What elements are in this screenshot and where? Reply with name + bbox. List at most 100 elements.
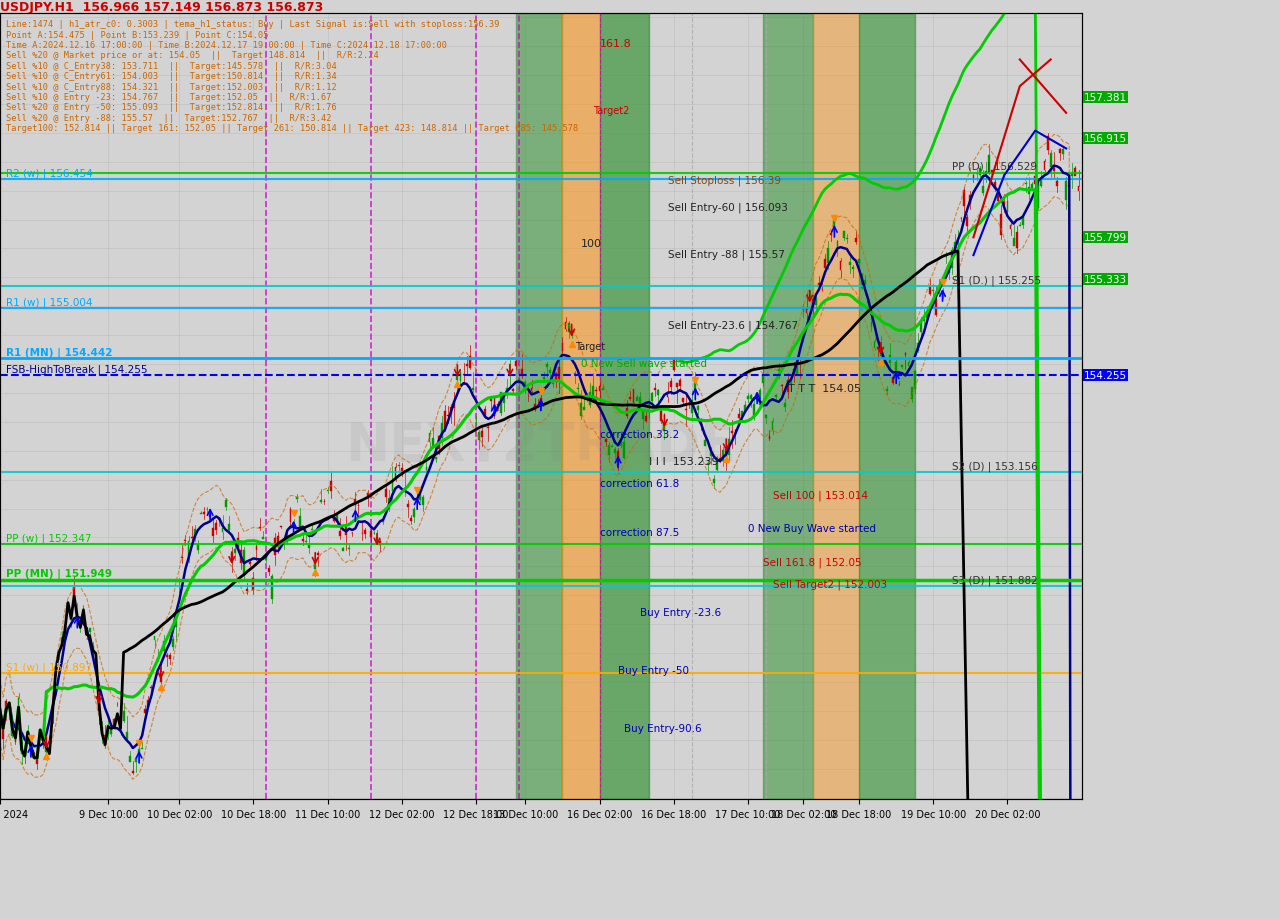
Bar (759, 391, 762, 405)
Bar (654, 388, 657, 391)
Bar (626, 409, 628, 416)
Text: PP (w) | 152.347: PP (w) | 152.347 (6, 533, 92, 544)
Bar (516, 14, 562, 800)
Bar (1059, 150, 1061, 154)
Bar (163, 641, 165, 652)
Bar (302, 539, 303, 541)
Bar (768, 437, 771, 439)
Bar (243, 550, 244, 574)
Bar (404, 489, 406, 490)
Bar (64, 625, 65, 635)
Bar (104, 735, 106, 746)
Bar (700, 422, 703, 426)
Bar (401, 469, 403, 475)
Bar (794, 369, 795, 375)
Text: Sell Stoploss | 156.39: Sell Stoploss | 156.39 (667, 175, 781, 186)
Bar (901, 366, 904, 368)
Bar (534, 404, 535, 410)
Bar (556, 373, 557, 380)
Bar (1021, 217, 1024, 226)
Bar (750, 395, 751, 400)
Text: Sell 100 | 153.014: Sell 100 | 153.014 (773, 491, 868, 501)
Bar (51, 709, 54, 714)
Bar (905, 353, 906, 356)
Text: S3 (D) | 151.882: S3 (D) | 151.882 (952, 574, 1038, 585)
Bar (494, 398, 495, 414)
Bar (252, 578, 255, 591)
Bar (923, 319, 925, 322)
Bar (410, 518, 412, 521)
Bar (698, 406, 699, 411)
Text: 154.255: 154.255 (1084, 370, 1126, 380)
Text: Sell Entry -88 | 155.57: Sell Entry -88 | 155.57 (667, 249, 785, 259)
Bar (781, 385, 783, 387)
Bar (342, 549, 344, 551)
Bar (215, 523, 218, 530)
Text: Target: Target (575, 341, 605, 351)
Bar (763, 14, 813, 800)
Bar (154, 637, 155, 641)
Bar (230, 553, 233, 561)
Bar (278, 537, 279, 547)
Bar (753, 405, 755, 418)
Bar (188, 541, 189, 558)
Bar (212, 528, 214, 537)
Bar (719, 459, 721, 460)
Text: 156.915: 156.915 (1084, 134, 1126, 144)
Bar (621, 442, 622, 446)
Bar (707, 463, 709, 465)
Bar (370, 532, 371, 537)
Text: S2 (D) | 153.156: S2 (D) | 153.156 (952, 461, 1038, 472)
Bar (630, 398, 631, 400)
Bar (728, 439, 730, 456)
Bar (641, 412, 644, 420)
Bar (40, 732, 41, 733)
Bar (108, 725, 109, 735)
Bar (632, 390, 635, 404)
Bar (132, 771, 134, 773)
Bar (219, 519, 220, 520)
Text: T T T  154.05: T T T 154.05 (788, 384, 861, 393)
Bar (1074, 168, 1076, 176)
Bar (49, 738, 50, 745)
Bar (813, 14, 859, 800)
Bar (756, 393, 758, 397)
Bar (748, 396, 749, 399)
Bar (895, 363, 897, 373)
Bar (833, 221, 836, 226)
Bar (228, 525, 229, 530)
Bar (435, 458, 436, 460)
Bar (145, 709, 146, 713)
Bar (119, 727, 122, 730)
Bar (648, 404, 650, 406)
Bar (298, 516, 301, 528)
Bar (1078, 187, 1079, 191)
Bar (444, 412, 445, 428)
Bar (964, 190, 965, 207)
Text: R1 (MN) | 154.442: R1 (MN) | 154.442 (6, 347, 113, 358)
Bar (506, 389, 508, 395)
Bar (602, 389, 604, 391)
Bar (892, 378, 893, 383)
Bar (166, 655, 168, 657)
Bar (552, 383, 554, 384)
Bar (954, 243, 956, 249)
Bar (114, 720, 115, 726)
Bar (305, 541, 307, 542)
Bar (320, 501, 323, 502)
Bar (645, 417, 646, 422)
Bar (462, 374, 465, 376)
Bar (951, 251, 952, 268)
Bar (877, 347, 878, 349)
Text: correction 87.5: correction 87.5 (599, 528, 678, 538)
Bar (988, 156, 989, 173)
Bar (29, 748, 32, 752)
Text: correction 33.2: correction 33.2 (599, 430, 678, 440)
Bar (357, 505, 360, 506)
Bar (868, 301, 869, 303)
Bar (879, 347, 882, 357)
Bar (861, 275, 863, 289)
Bar (488, 428, 489, 429)
Bar (778, 369, 780, 372)
Bar (995, 183, 996, 189)
